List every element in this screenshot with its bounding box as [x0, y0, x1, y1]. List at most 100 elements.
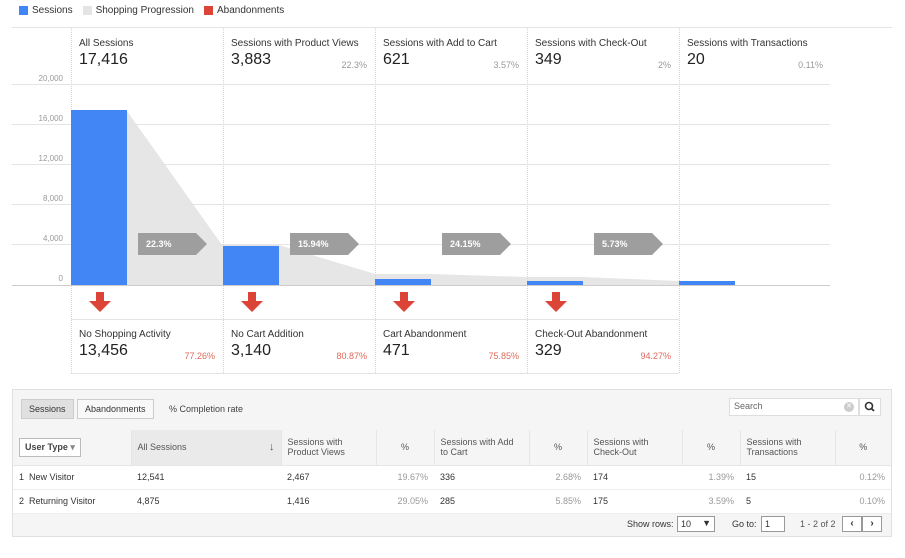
abandonment-label: No Shopping Activity: [79, 329, 171, 340]
column-header-pct[interactable]: %: [376, 430, 435, 466]
divider: [71, 319, 679, 320]
column-separator: [527, 28, 528, 373]
progression-rate-label: 15.94%: [290, 233, 359, 255]
abandonment-no-shopping[interactable]: No Shopping Activity 13,456 77.26%: [71, 319, 223, 373]
column-header-all-sessions[interactable]: All Sessions ↓: [131, 430, 282, 466]
caret-down-icon: ▼: [702, 518, 711, 528]
column-header-transactions[interactable]: Sessions with Transactions: [740, 430, 836, 466]
bar-transactions[interactable]: [679, 281, 735, 285]
abandonment-arrow-icon: [241, 292, 263, 312]
pagination-range: 1 - 2 of 2: [800, 519, 836, 529]
show-rows-label: Show rows:: [627, 519, 674, 529]
gridline: [12, 244, 830, 245]
tab-sessions[interactable]: Sessions: [21, 399, 74, 419]
dropdown-label: User Type: [25, 441, 68, 452]
table-cell: 5.85%: [529, 489, 587, 514]
column-header-add-to-cart[interactable]: Sessions with Add to Cart: [434, 430, 530, 466]
dimension-header: User Type ▾: [13, 430, 132, 466]
column-header-pct[interactable]: %: [529, 430, 588, 466]
table-cell: 1.39%: [682, 465, 740, 490]
y-tick-label: 0: [58, 274, 63, 283]
stage-product-views[interactable]: Sessions with Product Views 3,883 22.3%: [223, 28, 375, 78]
table-footer: Show rows: 10 ▼ Go to: 1 1 - 2 of 2 ‹ ›: [13, 513, 891, 537]
column-header-label: %: [553, 442, 562, 453]
search-placeholder: Search: [734, 401, 763, 411]
search-button[interactable]: [859, 398, 881, 416]
column-header-label: All Sessions: [137, 442, 187, 453]
bar-add-to-cart[interactable]: [375, 278, 431, 285]
legend-item-progression[interactable]: Shopping Progression: [82, 5, 194, 16]
row-dimension[interactable]: 2 Returning Visitor: [13, 489, 131, 514]
column-header-check-out[interactable]: Sessions with Check-Out: [587, 430, 683, 466]
gridline: [12, 84, 830, 85]
table-cell: 2,467: [281, 465, 376, 490]
column-header-pct[interactable]: %: [835, 430, 891, 466]
stage-label: Sessions with Transactions: [687, 38, 808, 49]
user-type-dropdown[interactable]: User Type ▾: [19, 437, 81, 457]
y-tick-label: 12,000: [38, 154, 63, 163]
clear-icon[interactable]: ✕: [844, 402, 854, 412]
abandonment-pct: 75.85%: [488, 351, 519, 361]
abandonment-label: Check-Out Abandonment: [535, 329, 648, 340]
abandonment-value: 13,456: [79, 342, 128, 359]
column-header-label: %: [400, 442, 409, 453]
legend-swatch: [82, 6, 92, 15]
chevron-down-icon: ▾: [70, 441, 75, 452]
next-page-button[interactable]: ›: [862, 516, 882, 532]
gridline: [12, 204, 830, 205]
abandonment-check-out[interactable]: Check-Out Abandonment 329 94.27%: [527, 319, 679, 373]
legend-label: Sessions: [32, 5, 73, 16]
stage-value: 621: [383, 51, 410, 68]
goto-label: Go to:: [732, 519, 757, 529]
chevron-right-icon: ›: [870, 518, 874, 529]
legend-label: Shopping Progression: [95, 5, 194, 16]
stage-value: 349: [535, 51, 562, 68]
table-cell: 175: [587, 489, 682, 514]
legend-item-abandonments[interactable]: Abandonments: [203, 5, 285, 16]
stage-transactions[interactable]: Sessions with Transactions 20 0.11%: [679, 28, 831, 78]
column-header-pct[interactable]: %: [682, 430, 741, 466]
bar-check-out[interactable]: [527, 281, 583, 285]
table-cell: 19.67%: [376, 465, 434, 490]
column-header-product-views[interactable]: Sessions with Product Views: [281, 430, 377, 466]
row-dimension[interactable]: 1 New Visitor: [13, 465, 131, 490]
previous-page-button[interactable]: ‹: [842, 516, 862, 532]
gridline: [12, 164, 830, 165]
abandonment-pct: 94.27%: [640, 351, 671, 361]
stage-check-out[interactable]: Sessions with Check-Out 349 2%: [527, 28, 679, 78]
stage-all-sessions[interactable]: All Sessions 17,416: [71, 28, 223, 78]
search-icon: [864, 401, 875, 412]
goto-input[interactable]: 1: [761, 516, 785, 532]
column-header-label: Sessions with Check-Out: [593, 437, 649, 458]
stage-value: 3,883: [231, 51, 272, 68]
abandonment-value: 329: [535, 342, 562, 359]
row-number: 1: [19, 472, 25, 482]
show-rows-select[interactable]: 10 ▼: [677, 516, 715, 532]
stage-label: Sessions with Add to Cart: [383, 38, 497, 49]
row-name: New Visitor: [29, 472, 75, 482]
bar-product-views[interactable]: [223, 245, 279, 285]
table-cell: 0.10%: [835, 489, 891, 514]
table-cell: 174: [587, 465, 682, 490]
row-name: Returning Visitor: [29, 496, 96, 506]
chevron-left-icon: ‹: [850, 518, 854, 529]
column-header-label: Sessions with Product Views: [287, 437, 345, 458]
abandonment-pct: 80.87%: [336, 351, 367, 361]
abandonment-arrow-icon: [89, 292, 111, 312]
table-cell: 29.05%: [376, 489, 434, 514]
tab-abandonments[interactable]: Abandonments: [77, 399, 154, 419]
legend-label: Abandonments: [216, 5, 285, 16]
stage-add-to-cart[interactable]: Sessions with Add to Cart 621 3.57%: [375, 28, 527, 78]
search-input[interactable]: Search ✕: [729, 398, 859, 416]
completion-rate-toggle[interactable]: % Completion rate: [169, 404, 244, 414]
abandonment-no-cart-addition[interactable]: No Cart Addition 3,140 80.87%: [223, 319, 375, 373]
table-cell: 336: [434, 465, 529, 490]
chart-legend: Sessions Shopping Progression Abandonmen…: [19, 5, 284, 16]
y-tick-label: 8,000: [42, 194, 63, 203]
legend-item-sessions[interactable]: Sessions: [19, 5, 73, 16]
stage-value: 17,416: [79, 51, 128, 68]
bar-all-sessions[interactable]: [71, 109, 127, 285]
y-tick-label: 16,000: [38, 114, 63, 123]
progression-rate-label: 5.73%: [594, 233, 663, 255]
abandonment-cart[interactable]: Cart Abandonment 471 75.85%: [375, 319, 527, 373]
